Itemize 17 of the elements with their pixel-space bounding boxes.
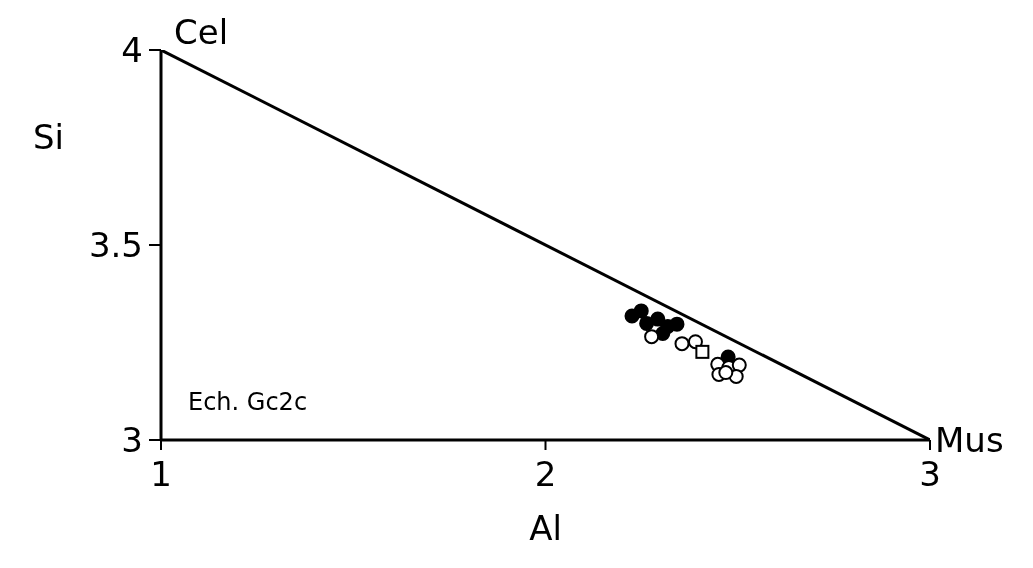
x-axis-title: Al bbox=[529, 508, 562, 548]
y-tick-label: 3 bbox=[121, 420, 143, 461]
point bbox=[650, 311, 666, 327]
x-tick-label: 1 bbox=[150, 454, 172, 495]
x-tick-label: 2 bbox=[534, 454, 557, 495]
y-tick-label: 3.5 bbox=[88, 225, 143, 266]
point bbox=[639, 315, 655, 331]
annotation: Ech. Gc2c bbox=[188, 388, 308, 416]
point bbox=[644, 329, 660, 345]
point bbox=[718, 365, 734, 381]
y-tick-label: 4 bbox=[121, 30, 143, 71]
point bbox=[695, 344, 710, 359]
y-axis-title: Si bbox=[33, 117, 65, 158]
point bbox=[674, 336, 690, 352]
point bbox=[669, 316, 685, 332]
point bbox=[633, 303, 649, 319]
annotation: Cel bbox=[174, 12, 229, 53]
